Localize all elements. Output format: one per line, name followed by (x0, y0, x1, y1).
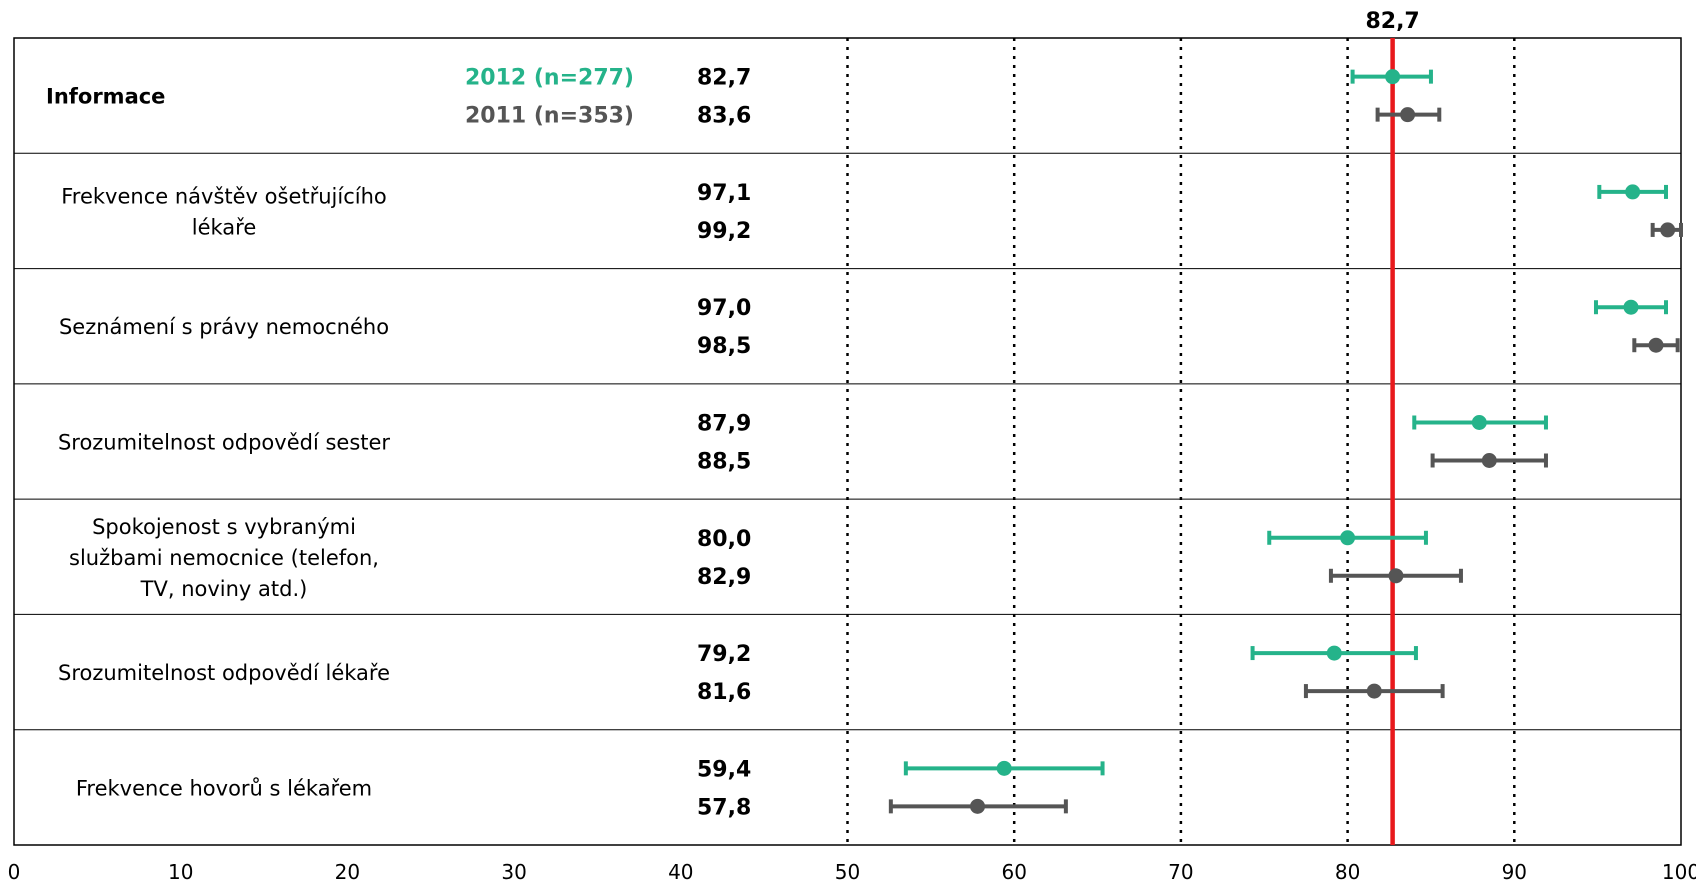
value-label: 79,2 (697, 642, 751, 667)
data-point (1366, 683, 1382, 699)
x-tick-label: 60 (1001, 860, 1026, 884)
value-label: 57,8 (697, 795, 751, 820)
value-label: 97,0 (697, 296, 751, 321)
data-point (1385, 69, 1401, 85)
data-point (1648, 337, 1664, 353)
row-label: Frekvence návštěv ošetřujícího (61, 184, 387, 208)
data-point (996, 760, 1012, 776)
data-point (970, 798, 986, 814)
x-tick-label: 50 (835, 860, 860, 884)
x-tick-label: 70 (1168, 860, 1193, 884)
value-label: 87,9 (697, 412, 751, 437)
row-label: Spokojenost s vybranými (92, 515, 356, 539)
data-point (1625, 184, 1641, 200)
legend-entry: 2011 (n=353) (465, 104, 634, 129)
x-tick-label: 90 (1502, 860, 1527, 884)
data-point (1400, 107, 1416, 123)
x-tick-label: 0 (8, 860, 21, 884)
data-point (1623, 299, 1639, 315)
value-label: 82,9 (697, 565, 751, 590)
value-label: 97,1 (697, 181, 751, 206)
legend-entry: 2012 (n=277) (465, 66, 634, 91)
x-tick-label: 40 (668, 860, 693, 884)
value-label: 82,7 (697, 66, 751, 91)
x-tick-label: 80 (1335, 860, 1360, 884)
row-label: Informace (46, 85, 165, 109)
value-label: 98,5 (697, 334, 751, 359)
reference-line-label: 82,7 (1365, 9, 1419, 34)
value-label: 81,6 (697, 680, 751, 705)
x-tick-label: 20 (335, 860, 360, 884)
value-label: 88,5 (697, 450, 751, 475)
value-label: 80,0 (697, 527, 751, 552)
data-point (1660, 222, 1676, 238)
data-point (1471, 415, 1487, 430)
row-label: službami nemocnice (telefon, (69, 546, 379, 570)
row-label: lékaře (192, 215, 257, 239)
x-tick-label: 100 (1662, 860, 1696, 884)
value-label: 99,2 (697, 219, 751, 244)
data-point (1326, 645, 1342, 661)
data-point (1388, 568, 1404, 584)
row-label: Frekvence hovorů s lékařem (76, 776, 372, 800)
row-label: Srozumitelnost odpovědí lékaře (58, 661, 390, 685)
data-point (1340, 530, 1356, 546)
row-label: Srozumitelnost odpovědí sester (58, 431, 390, 455)
value-label: 59,4 (697, 757, 751, 782)
data-point (1481, 453, 1497, 468)
value-label: 83,6 (697, 104, 751, 129)
x-tick-label: 10 (168, 860, 193, 884)
row-label: TV, noviny atd.) (140, 577, 308, 601)
x-tick-label: 30 (501, 860, 526, 884)
row-label: Seznámení s právy nemocného (59, 315, 389, 339)
